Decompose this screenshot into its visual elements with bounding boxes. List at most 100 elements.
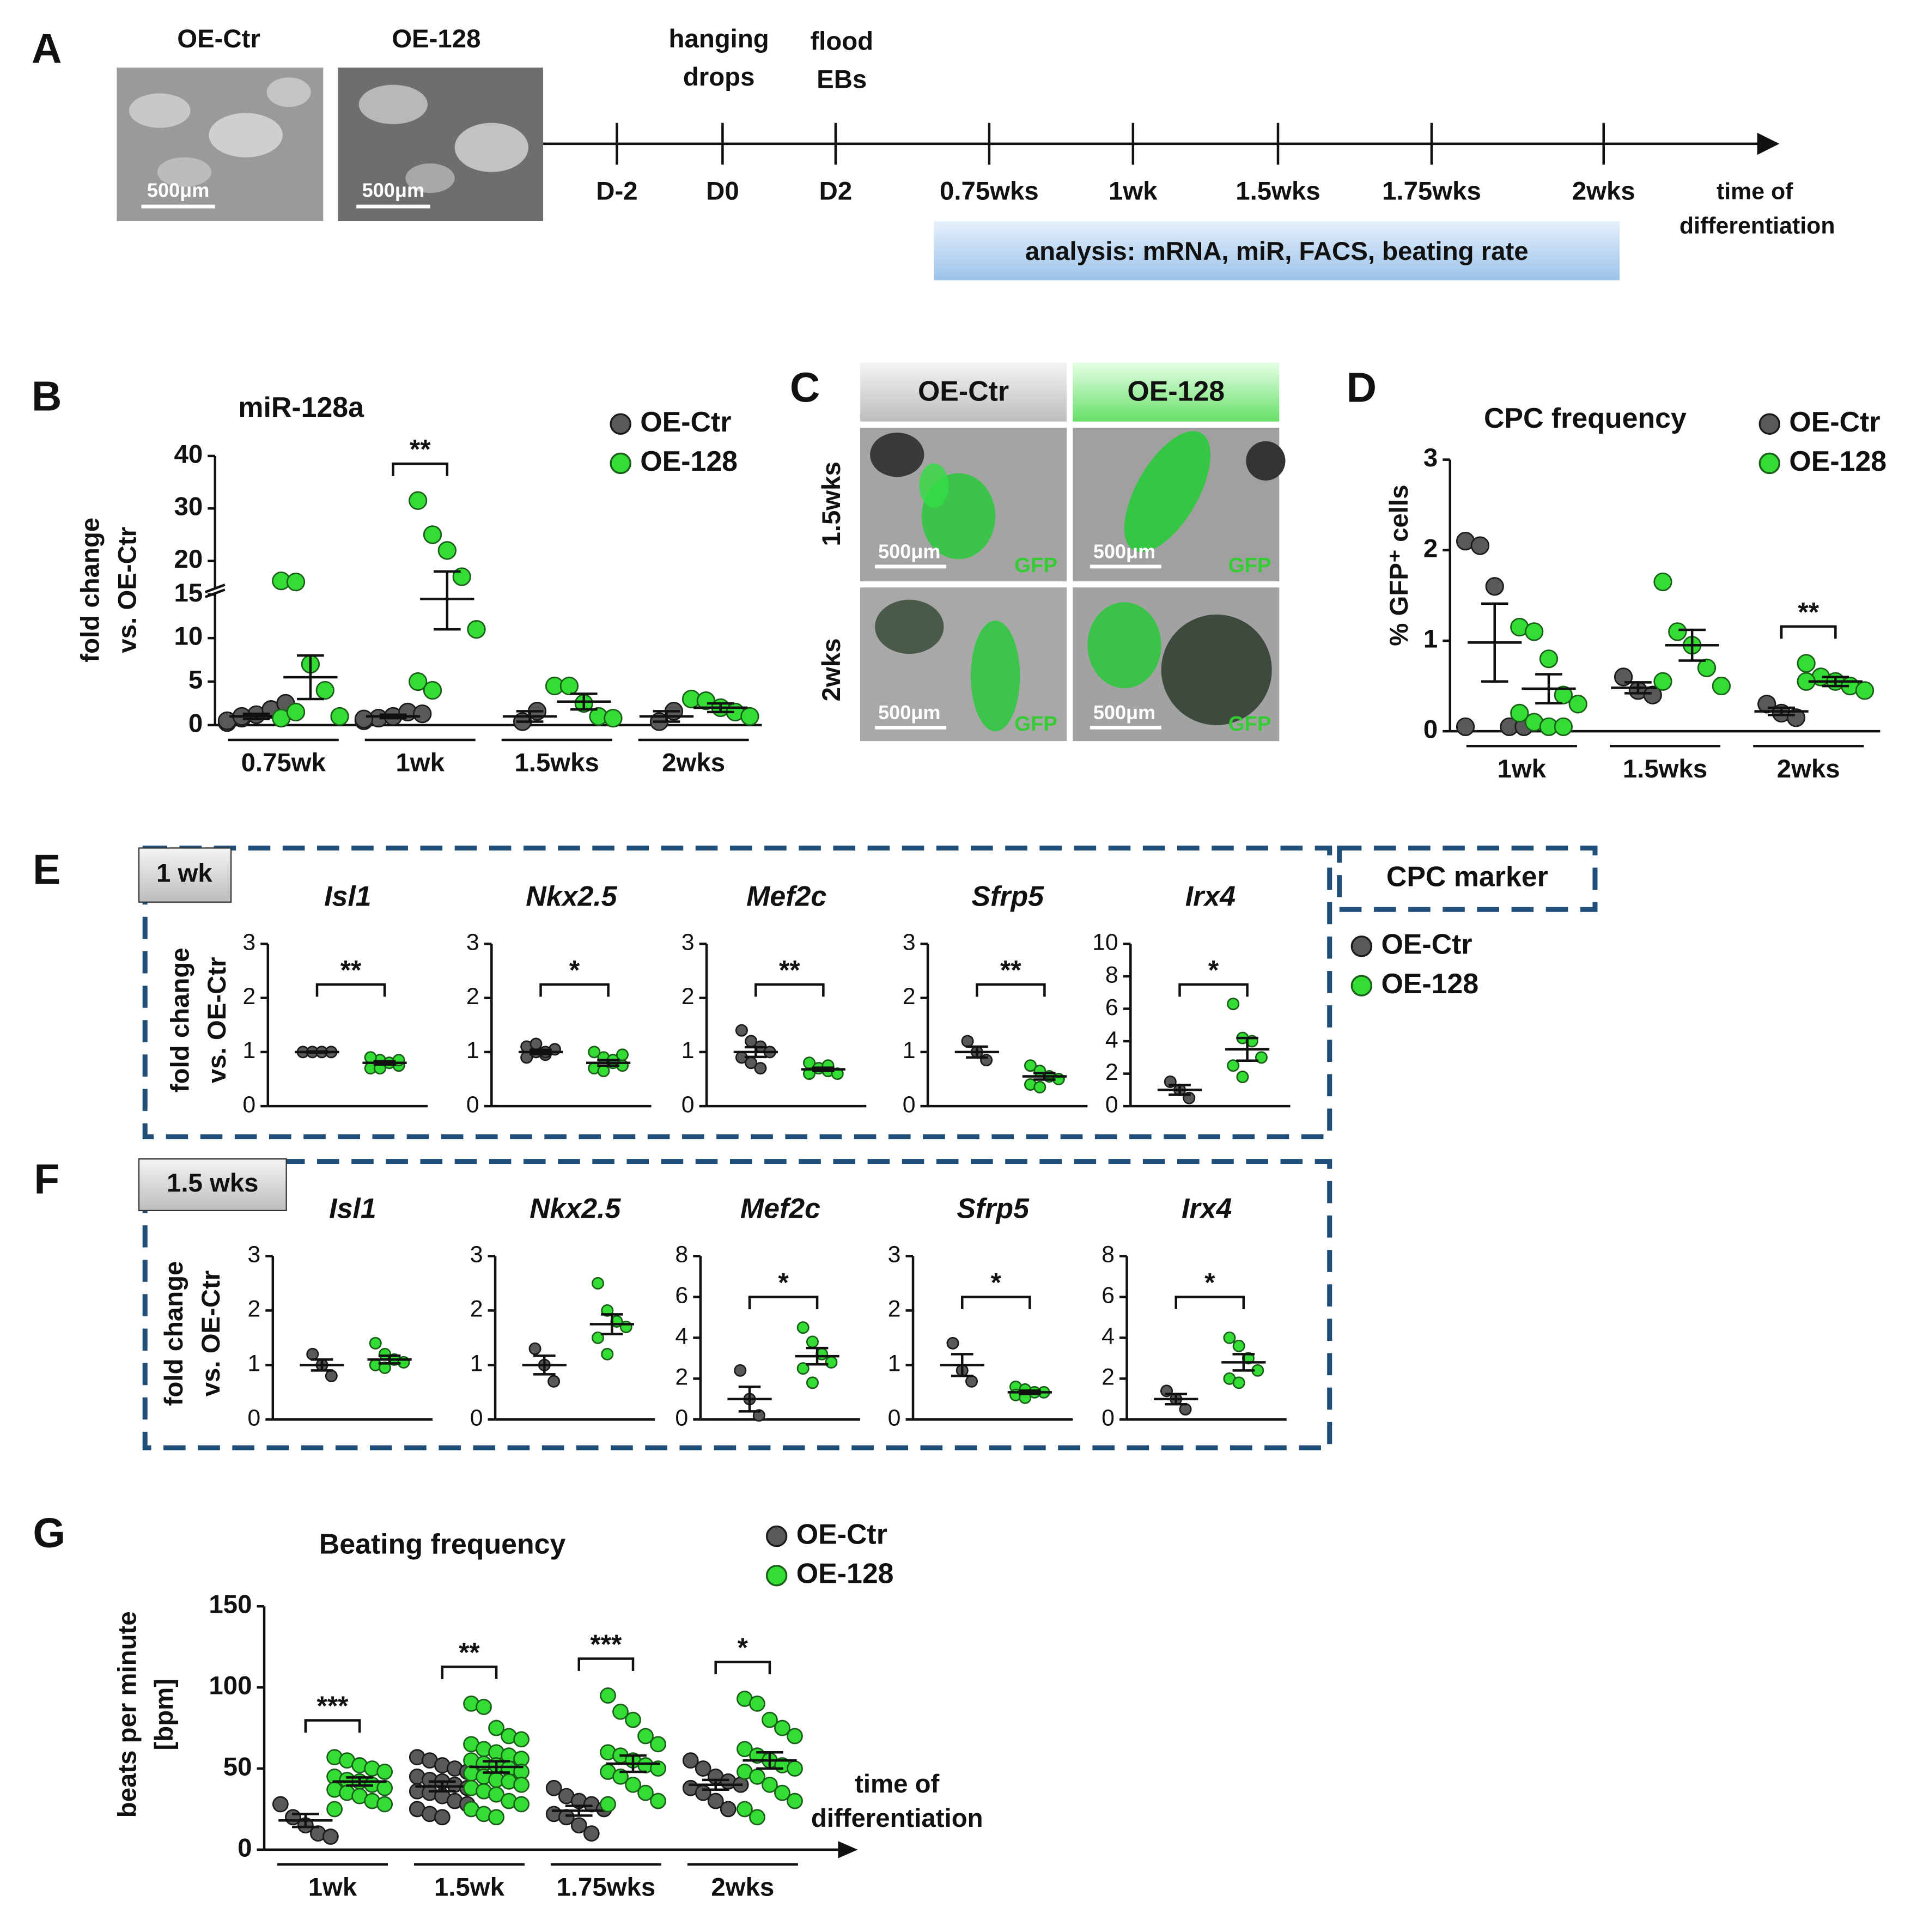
legend-label: OE-128: [1789, 445, 1886, 477]
error-bar: [434, 570, 461, 631]
data-point: [737, 1741, 753, 1758]
data-point: [1712, 676, 1731, 696]
micrographs: [860, 427, 1286, 742]
data-point: [965, 1375, 978, 1388]
y-tick-label: 2: [242, 983, 255, 1010]
data-point: [1179, 1403, 1192, 1416]
data-point: [476, 1698, 492, 1715]
error-bar: [1169, 1084, 1191, 1096]
significance-label: *: [991, 1267, 1002, 1298]
panel-label: E: [33, 847, 60, 893]
data-point: [1653, 572, 1672, 592]
x-tick-label: 1.5wks: [514, 749, 599, 777]
error-bar: [429, 1780, 456, 1793]
event-label: hanging: [669, 25, 769, 53]
y-axis-label: beats per minute: [113, 1611, 142, 1818]
dashed-box: [1337, 845, 1598, 912]
error-bar: [745, 1046, 767, 1059]
y-tick-label: 0: [675, 1405, 688, 1431]
chart-title: Irx4: [1182, 1193, 1232, 1224]
error-bar: [306, 1050, 328, 1054]
error-bar: [1768, 706, 1795, 716]
x-tick-label: 1wk: [1498, 755, 1547, 783]
y-axis-label: fold change: [166, 947, 194, 1092]
data-point: [1653, 672, 1672, 691]
y-tick-label: 20: [174, 545, 203, 574]
data-point: [601, 1347, 614, 1360]
data-point: [467, 620, 486, 639]
column-header: [860, 362, 1067, 422]
row-label: 1.5wks: [817, 461, 846, 546]
error-bar: [1678, 628, 1706, 662]
error-bar: [597, 1059, 619, 1067]
error-bar: [707, 702, 734, 714]
data-point: [754, 1062, 767, 1075]
tab: [138, 1158, 287, 1212]
legend-marker: [610, 452, 631, 475]
chart-title: Beating frequency: [319, 1528, 566, 1559]
significance-label: *: [778, 1267, 789, 1298]
data-point: [1033, 1080, 1046, 1093]
data-point: [530, 1037, 543, 1050]
data-point: [749, 1695, 765, 1712]
arrow: [1757, 132, 1780, 155]
data-point: [409, 672, 428, 691]
x-axis-label: differentiation: [811, 1804, 983, 1833]
y-tick-label: 1: [247, 1351, 260, 1377]
error-bar: [530, 1048, 552, 1056]
scale-label: 500μm: [1093, 540, 1155, 563]
data-point: [1697, 658, 1717, 677]
y-tick-label: 0: [466, 1091, 479, 1117]
y-tick-label: 1: [470, 1351, 483, 1377]
data-point: [1236, 1071, 1249, 1084]
y-tick-label: 10: [174, 622, 203, 651]
error-bar: [292, 1813, 319, 1828]
y-tick-label: 50: [223, 1753, 252, 1782]
y-tick-label: 3: [888, 1242, 901, 1268]
data-point: [774, 1784, 790, 1801]
data-point: [637, 1728, 654, 1745]
x-tick-label: 0.75wk: [241, 749, 326, 777]
y-tick-label: 6: [675, 1283, 688, 1309]
legend-marker: [765, 1525, 788, 1547]
y-tick-label: 2: [675, 1364, 688, 1390]
y-tick-label: 8: [675, 1242, 688, 1268]
scale-label: 500μm: [1093, 701, 1155, 724]
significance-bracket: [754, 983, 825, 997]
data-point: [650, 1793, 666, 1809]
scale-label: 500μm: [878, 540, 940, 563]
data-point: [513, 1796, 530, 1813]
data-point: [528, 1342, 541, 1355]
error-bar: [1481, 602, 1508, 683]
data-point: [806, 1335, 819, 1348]
panel-label: C: [790, 365, 820, 411]
significance-bracket: [961, 1296, 1031, 1309]
chart-title: Mef2c: [740, 1193, 820, 1224]
data-point: [961, 1035, 974, 1048]
error-bar: [346, 1776, 373, 1787]
data-point: [547, 1375, 561, 1388]
y-tick-label: 2: [470, 1296, 483, 1322]
data-point: [1568, 695, 1587, 714]
error-bar: [378, 1354, 401, 1365]
panel-label: F: [34, 1156, 59, 1202]
error-bar: [565, 1805, 593, 1817]
chart-title: Nkx2.5: [530, 1193, 621, 1224]
y-tick-label: 100: [209, 1672, 252, 1700]
panel-label: A: [32, 26, 62, 72]
data-point: [806, 1376, 819, 1389]
timeline-label: 2wks: [1572, 177, 1635, 206]
legend-label: OE-128: [796, 1558, 894, 1589]
y-tick-label: 2: [888, 1296, 901, 1322]
data-point: [513, 1776, 530, 1793]
legend-label: OE-Ctr: [1381, 928, 1472, 960]
photo-ctr: [117, 68, 324, 222]
data-point: [762, 1776, 778, 1793]
y-tick-label: 0: [903, 1091, 916, 1117]
y-axis-label: vs. OE-Ctr: [113, 527, 142, 653]
error-bar: [1236, 1036, 1258, 1062]
significance-bracket: [748, 1296, 819, 1309]
y-tick-label: 2: [681, 983, 695, 1010]
